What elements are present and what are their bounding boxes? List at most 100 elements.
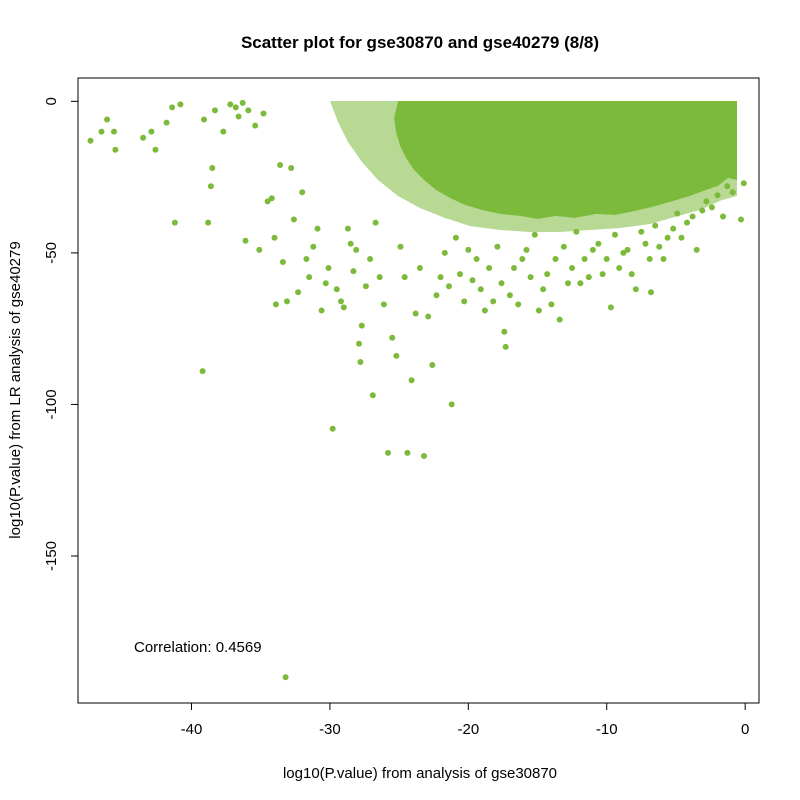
data-point <box>540 286 547 293</box>
data-point <box>87 137 94 144</box>
data-point <box>552 256 559 262</box>
correlation-annotation: Correlation: 0.4569 <box>134 639 262 656</box>
x-tick-label: -10 <box>596 721 618 738</box>
data-point <box>245 107 252 114</box>
data-point <box>98 128 105 135</box>
data-point <box>457 271 463 278</box>
data-point <box>469 277 476 284</box>
scatter-points <box>87 99 747 681</box>
data-point <box>169 104 176 111</box>
data-point <box>325 265 332 271</box>
data-point <box>112 146 119 153</box>
data-point <box>338 298 344 305</box>
data-point <box>573 228 580 235</box>
data-point <box>303 256 310 262</box>
data-point <box>465 246 472 253</box>
data-point <box>295 289 302 296</box>
data-point <box>358 322 365 329</box>
data-point <box>481 307 488 314</box>
data-point <box>501 328 508 335</box>
data-point <box>693 246 700 253</box>
x-tick-label: -30 <box>319 721 341 738</box>
data-point <box>369 392 376 399</box>
data-point <box>356 340 362 347</box>
data-point <box>616 265 623 271</box>
data-point <box>220 128 227 135</box>
data-point <box>201 116 207 123</box>
data-point <box>242 237 249 244</box>
data-point <box>385 449 391 456</box>
data-point <box>652 222 659 229</box>
data-point <box>299 189 306 196</box>
data-point <box>353 246 360 253</box>
data-point <box>674 210 681 217</box>
y-tick-label: -150 <box>43 541 60 571</box>
data-point <box>632 286 639 293</box>
data-point <box>177 101 184 108</box>
data-point <box>490 298 497 305</box>
data-point <box>322 280 329 287</box>
data-point <box>277 162 284 168</box>
data-point <box>252 122 259 129</box>
data-point <box>344 225 351 232</box>
data-point <box>333 286 340 293</box>
data-point <box>104 116 111 123</box>
data-point <box>699 207 706 214</box>
data-point <box>523 246 530 253</box>
data-point <box>569 265 576 271</box>
data-point <box>433 292 440 299</box>
data-point <box>340 304 347 311</box>
data-point <box>648 289 654 296</box>
data-point <box>429 362 436 368</box>
data-point <box>656 243 663 250</box>
data-point <box>271 234 278 241</box>
data-point <box>638 228 645 235</box>
data-point <box>362 283 369 290</box>
data-point <box>642 240 649 247</box>
data-point <box>212 107 218 114</box>
data-point <box>163 119 170 126</box>
data-point <box>738 216 744 223</box>
data-point <box>329 425 336 432</box>
data-point <box>235 113 242 120</box>
y-tick-label: -50 <box>43 242 60 264</box>
data-point <box>581 256 588 262</box>
data-point <box>111 128 117 135</box>
data-point <box>607 304 614 311</box>
data-point <box>527 274 534 281</box>
data-point <box>425 313 432 320</box>
data-point <box>448 401 455 408</box>
data-point <box>502 343 509 350</box>
data-point <box>357 359 364 365</box>
data-point <box>412 310 419 317</box>
data-point <box>389 334 396 341</box>
data-point <box>535 307 542 314</box>
data-point <box>714 192 721 199</box>
data-point <box>279 259 286 265</box>
data-point <box>282 674 289 681</box>
data-point <box>670 225 677 232</box>
data-point <box>437 274 444 281</box>
data-point <box>603 256 610 262</box>
data-point <box>350 268 357 275</box>
data-point <box>140 134 147 141</box>
data-point <box>209 165 216 171</box>
data-point <box>477 286 484 293</box>
data-point <box>284 298 290 305</box>
data-point <box>506 292 513 299</box>
data-point <box>199 368 206 375</box>
data-point <box>397 243 404 250</box>
data-point <box>401 274 408 281</box>
data-point <box>268 195 275 202</box>
y-tick-label: -100 <box>43 389 60 419</box>
data-point <box>577 280 584 287</box>
data-point <box>256 246 263 253</box>
data-point <box>556 316 563 323</box>
y-tick-label: 0 <box>43 97 60 105</box>
y-axis: 0 -50 -100 -150 <box>43 97 79 571</box>
data-point <box>595 240 602 247</box>
data-point <box>664 234 671 241</box>
data-point <box>740 180 747 187</box>
data-point <box>152 146 159 153</box>
